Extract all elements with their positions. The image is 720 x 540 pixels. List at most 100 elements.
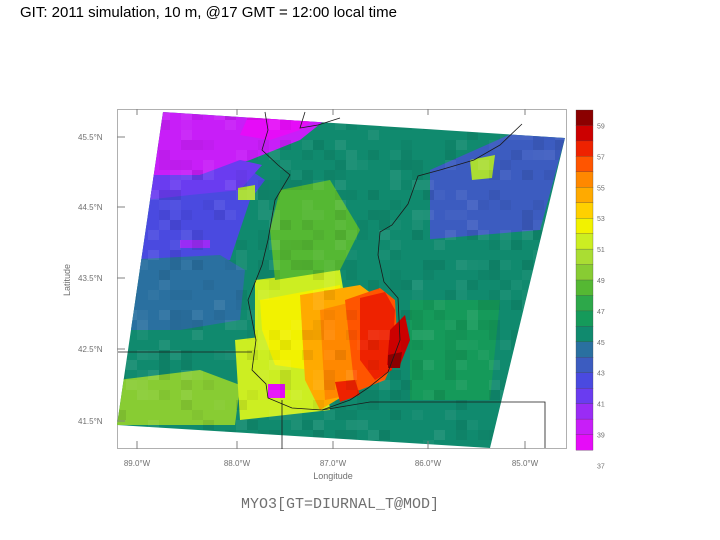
field-cell bbox=[170, 190, 181, 200]
field-cell bbox=[478, 430, 489, 440]
field-cell bbox=[533, 200, 544, 210]
field-cell bbox=[445, 330, 456, 340]
field-cell bbox=[280, 250, 291, 260]
field-cell bbox=[269, 350, 280, 360]
field-cell bbox=[225, 430, 236, 440]
field-cell bbox=[258, 270, 269, 280]
field-cell bbox=[489, 240, 500, 250]
colorbar-label: 41 bbox=[597, 402, 605, 409]
field-cell bbox=[269, 180, 280, 190]
field-cell bbox=[533, 330, 544, 340]
field-cell bbox=[324, 290, 335, 300]
field-cell bbox=[170, 200, 181, 210]
field-cell bbox=[324, 370, 335, 380]
field-cell bbox=[159, 220, 170, 230]
field-cell bbox=[456, 210, 467, 220]
field-cell bbox=[511, 330, 522, 340]
field-cell bbox=[269, 280, 280, 290]
field-cell bbox=[489, 330, 500, 340]
field-cell bbox=[401, 140, 412, 150]
lat-tick-label: 41.5°N bbox=[78, 417, 103, 426]
field-cell bbox=[192, 170, 203, 180]
field-cell bbox=[544, 150, 555, 160]
colorbar-label: 59 bbox=[597, 123, 605, 130]
field-cell bbox=[368, 190, 379, 200]
field-cell bbox=[456, 360, 467, 370]
field-cell bbox=[500, 160, 511, 170]
field-cell bbox=[555, 250, 566, 260]
field-cell bbox=[192, 260, 203, 270]
field-cell bbox=[423, 270, 434, 280]
field-cell bbox=[214, 440, 225, 448]
field-cell bbox=[412, 220, 423, 230]
field-cell bbox=[269, 220, 280, 230]
field-cell bbox=[280, 112, 291, 120]
field-cell bbox=[159, 210, 170, 220]
field-cell bbox=[368, 130, 379, 140]
field-cell bbox=[269, 290, 280, 300]
field-cell bbox=[566, 360, 577, 370]
field-cell bbox=[170, 210, 181, 220]
field-cell bbox=[566, 380, 577, 390]
field-cell bbox=[313, 400, 324, 410]
field-cell bbox=[258, 190, 269, 200]
field-cell bbox=[258, 330, 269, 340]
field-cell bbox=[192, 240, 203, 250]
field-cell bbox=[324, 170, 335, 180]
field-cell bbox=[280, 370, 291, 380]
field-cell bbox=[159, 370, 170, 380]
field-cell bbox=[357, 220, 368, 230]
field-cell bbox=[302, 220, 313, 230]
field-cell bbox=[324, 260, 335, 270]
field-cell bbox=[346, 270, 357, 280]
field-cell bbox=[390, 180, 401, 190]
field-zone bbox=[145, 160, 262, 200]
field-cell bbox=[258, 200, 269, 210]
field-zone bbox=[270, 180, 360, 280]
field-cell bbox=[280, 380, 291, 390]
field-cell bbox=[511, 340, 522, 350]
field-cell bbox=[258, 230, 269, 240]
field-cell bbox=[500, 340, 511, 350]
field-cell bbox=[412, 310, 423, 320]
field-cell bbox=[533, 130, 544, 140]
colorbar-swatch bbox=[575, 326, 594, 343]
field-cell bbox=[456, 260, 467, 270]
field-zone bbox=[360, 292, 395, 380]
michigan-indiana-line bbox=[321, 401, 546, 448]
field-cell bbox=[258, 240, 269, 250]
field-cell bbox=[137, 210, 148, 220]
field-cell bbox=[313, 140, 324, 150]
field-cell bbox=[456, 380, 467, 390]
field-cell bbox=[159, 200, 170, 210]
field-cell bbox=[280, 140, 291, 150]
field-cell bbox=[181, 170, 192, 180]
field-cell bbox=[302, 240, 313, 250]
field-cell bbox=[148, 120, 159, 130]
field-cell bbox=[533, 310, 544, 320]
field-cell bbox=[335, 410, 346, 420]
field-cell bbox=[313, 320, 324, 330]
field-cell bbox=[203, 380, 214, 390]
field-cell bbox=[533, 430, 544, 440]
field-cell bbox=[291, 390, 302, 400]
colorbar-label: 57 bbox=[597, 154, 605, 161]
field-cell bbox=[324, 410, 335, 420]
field-cell bbox=[533, 250, 544, 260]
field-cell bbox=[324, 280, 335, 290]
field-cell bbox=[137, 260, 148, 270]
field-cell bbox=[368, 280, 379, 290]
field-cell bbox=[390, 240, 401, 250]
colorbar-swatch bbox=[575, 372, 594, 389]
field-cell bbox=[335, 240, 346, 250]
field-cell bbox=[181, 320, 192, 330]
field-cell bbox=[236, 400, 247, 410]
field-cell bbox=[544, 350, 555, 360]
field-cell bbox=[401, 150, 412, 160]
field-cell bbox=[126, 360, 137, 370]
field-cell bbox=[346, 120, 357, 130]
field-cell bbox=[555, 370, 566, 380]
colorbar-label: 51 bbox=[597, 247, 605, 254]
lat-tick-label: 42.5°N bbox=[78, 345, 103, 354]
field-cell bbox=[258, 260, 269, 270]
